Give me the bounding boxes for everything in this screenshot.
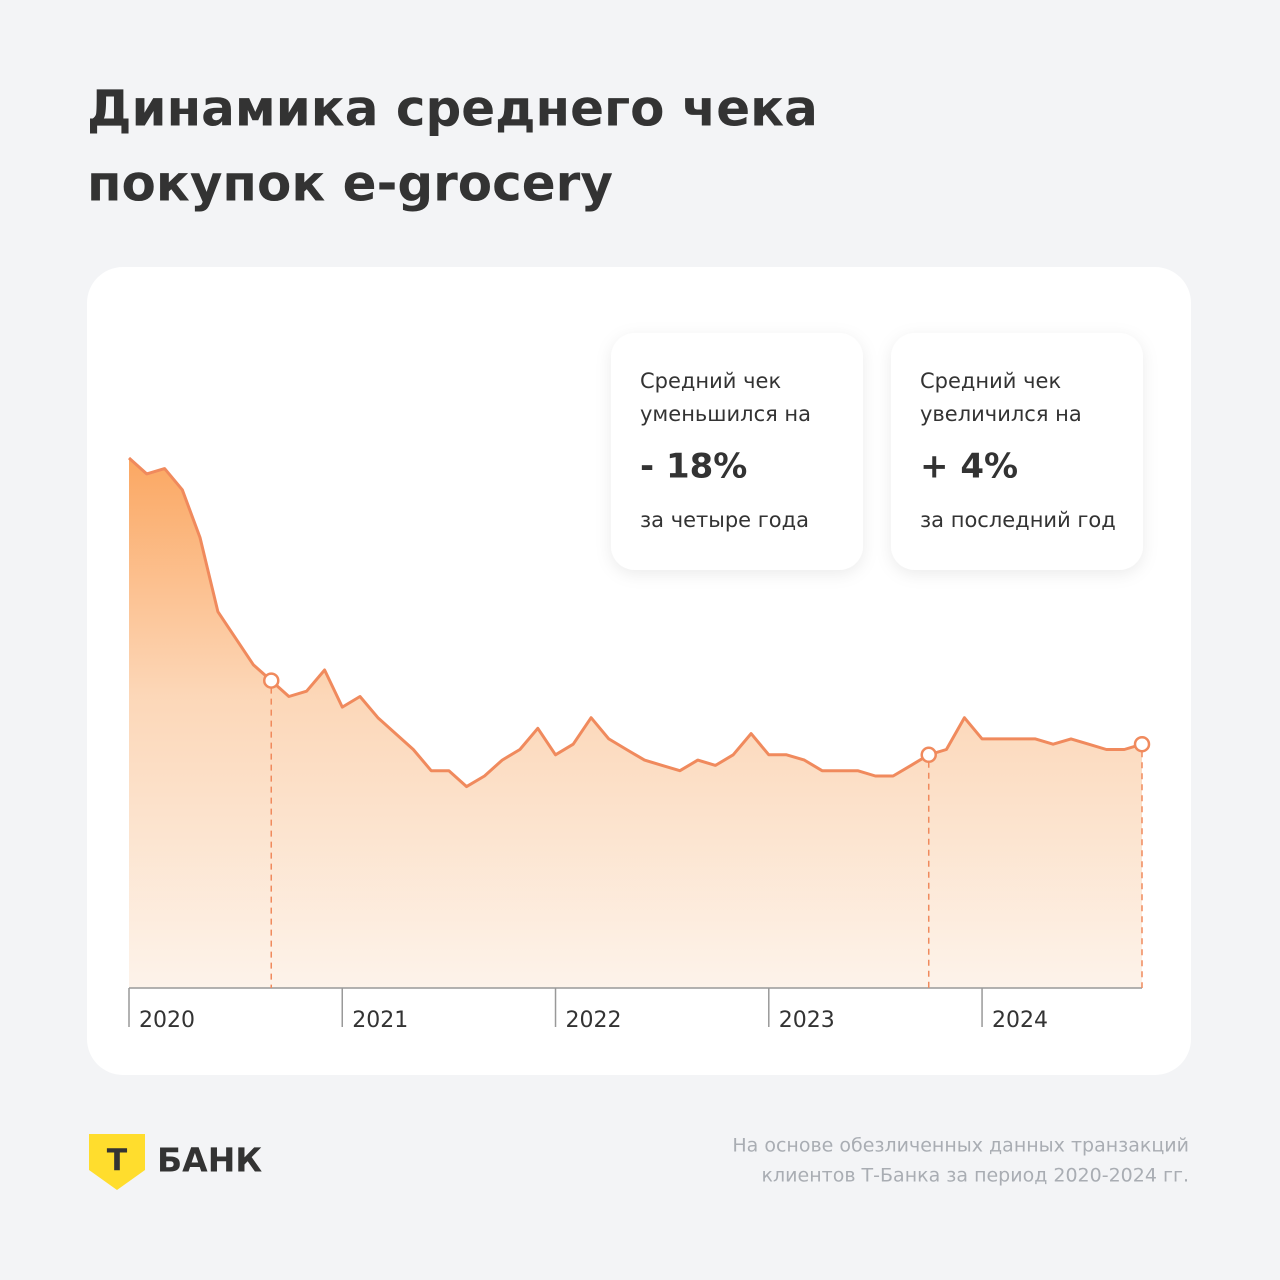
logo-text: БАНК	[157, 1141, 262, 1180]
x-tick-label: 2024	[992, 1008, 1048, 1033]
x-tick-label: 2022	[566, 1008, 622, 1033]
callout-text: Средний чек	[920, 369, 1061, 393]
callout-text: увеличился на	[920, 402, 1082, 426]
callout-value: - 18%	[640, 447, 747, 487]
callout-text: уменьшился на	[640, 402, 811, 426]
logo-letter: Т	[107, 1144, 128, 1179]
x-tick-label: 2021	[352, 1008, 408, 1033]
point-marker	[1133, 735, 1151, 753]
point-marker	[920, 746, 937, 764]
area	[129, 458, 1142, 988]
source-note: клиентов Т-Банка за период 2020-2024 гг.	[762, 1165, 1189, 1187]
x-tick-label: 2020	[139, 1008, 195, 1033]
callout-note: за последний год	[920, 508, 1116, 532]
source-note: На основе обезличенных данных транзакций	[732, 1135, 1189, 1157]
callout-value: + 4%	[920, 447, 1018, 487]
plot: 2020 2021 2022 2023 2024	[127, 456, 1151, 1033]
line	[127, 456, 1143, 789]
callout-box	[891, 333, 1143, 570]
title: покупок e-grocery	[87, 155, 613, 213]
title: Динамика среднего чека	[87, 80, 818, 138]
x-tick-label: 2023	[779, 1008, 835, 1033]
point-marker	[262, 672, 280, 689]
logo-shield	[89, 1134, 145, 1190]
callouts: Средний чек уменьшился на - 18% за четыре г…	[611, 333, 1143, 570]
callout-box	[611, 333, 863, 570]
callout-note: за четыре года	[640, 508, 809, 532]
callout-text: Средний чек	[640, 369, 781, 393]
